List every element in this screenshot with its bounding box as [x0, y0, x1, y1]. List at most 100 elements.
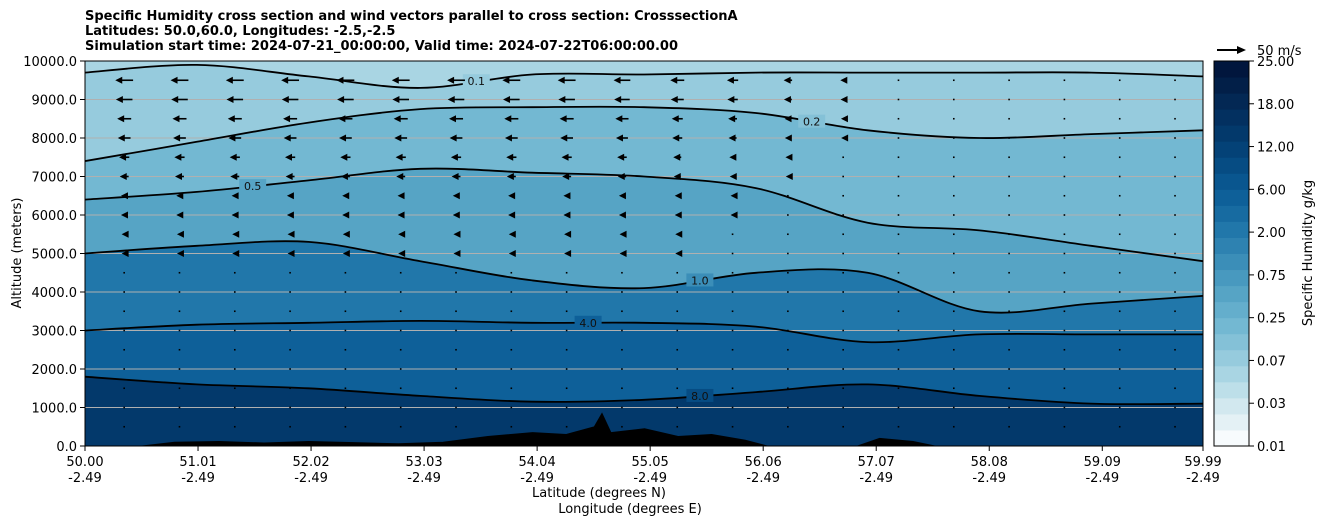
wind-vector: [952, 425, 955, 428]
wind-vector: [233, 406, 236, 409]
wind-vector: [178, 271, 181, 274]
x-tick-label-latitude: 52.02: [292, 455, 329, 470]
wind-vector: [676, 329, 679, 332]
wind-vector: [897, 98, 900, 101]
wind-vector: [563, 192, 571, 200]
wind-vector: [233, 387, 236, 390]
wind-vector: [178, 406, 181, 409]
contour-label-1.0: 1.0: [691, 274, 709, 287]
wind-vector: [1118, 425, 1121, 428]
wind-vector-head: [730, 192, 738, 200]
wind-vector: [615, 134, 628, 142]
wind-vector-dot: [897, 117, 900, 120]
wind-vector-head: [618, 192, 626, 200]
wind-vector-dot: [123, 329, 125, 332]
wind-vector-dot: [731, 425, 734, 428]
wind-vector-dot: [510, 291, 513, 293]
wind-vector: [1174, 194, 1176, 197]
wind-vector-dot: [952, 329, 955, 332]
wind-vector: [233, 425, 236, 428]
wind-vector-dot: [510, 406, 513, 409]
wind-vector-dot: [897, 156, 900, 159]
wind-vector-dot: [842, 175, 844, 178]
wind-vector: [731, 252, 734, 255]
wind-vector: [675, 250, 683, 257]
wind-vector-dot: [676, 329, 679, 332]
wind-vector-dot: [787, 194, 789, 197]
contour-label-bg: [239, 179, 267, 193]
wind-vector: [731, 271, 734, 274]
wind-vector: [232, 230, 240, 238]
colorbar-tick-label: 25.00: [1257, 55, 1294, 70]
wind-vector-dot: [842, 348, 844, 351]
wind-vector: [176, 192, 184, 200]
wind-vector: [287, 230, 295, 238]
wind-vector-dot: [1063, 233, 1066, 236]
wind-vector-head: [730, 211, 738, 219]
wind-vector-dot: [1118, 137, 1121, 139]
wind-vector-dot: [1174, 117, 1176, 120]
wind-vector: [673, 153, 682, 161]
wind-vector-dot: [1118, 368, 1121, 370]
wind-vector: [726, 76, 739, 84]
wind-vector-head: [117, 115, 125, 123]
wind-vector-dot: [897, 98, 900, 101]
wind-vector-dot: [676, 291, 679, 293]
colorbar-segment: [1214, 349, 1249, 367]
wind-vector-dot: [1174, 271, 1176, 274]
wind-vector-head: [729, 153, 737, 161]
wind-vector: [123, 271, 125, 274]
wind-vector: [952, 98, 955, 101]
wind-vector: [1174, 233, 1176, 236]
wind-vector-dot: [676, 425, 679, 428]
wind-vector: [842, 271, 844, 274]
wind-vector: [787, 387, 789, 390]
wind-vector: [344, 406, 347, 409]
wind-vector: [952, 117, 955, 120]
wind-vector: [120, 192, 128, 200]
wind-vector: [897, 233, 900, 236]
colorbar-segment: [1214, 61, 1249, 78]
wind-vector: [676, 348, 679, 351]
wind-vector-head: [283, 134, 291, 142]
humidity-contour-lines: 0.1 0.2 0.5 1.0 4.0 8.0: [85, 63, 1203, 406]
colorbar-segment: [1214, 253, 1249, 271]
wind-vector-dot: [510, 348, 513, 351]
wind-vector: [1118, 233, 1121, 236]
wind-vector-head: [558, 96, 566, 103]
wind-vector: [842, 175, 844, 178]
wind-vector-head: [393, 115, 401, 123]
wind-vector-dot: [621, 368, 623, 370]
wind-vector-dot: [399, 425, 402, 428]
wind-vector-dot: [1008, 137, 1010, 139]
wind-vector: [1008, 291, 1010, 293]
wind-vector-head: [281, 76, 289, 84]
wind-vector-head: [672, 134, 680, 142]
wind-vector: [453, 250, 461, 257]
wind-vector-dot: [1174, 79, 1176, 82]
wind-vector-dot: [565, 425, 568, 428]
wind-vector: [674, 211, 682, 219]
wind-vector-dot: [952, 368, 955, 370]
wind-vector-head: [342, 250, 350, 257]
wind-vector: [178, 291, 181, 293]
wind-vector-head: [336, 76, 344, 84]
wind-vector: [561, 153, 572, 161]
wind-key-arrow-icon: [1237, 46, 1246, 54]
wind-vector-dot: [1118, 194, 1121, 197]
contour-line-4.0: [85, 319, 1203, 344]
wind-vector-head: [119, 153, 127, 161]
wind-vector: [398, 230, 406, 238]
wind-vector: [621, 406, 623, 409]
wind-vector: [283, 115, 298, 123]
wind-vector-head: [286, 192, 294, 200]
wind-vector-head: [562, 173, 570, 180]
x-axis-label-longitude: Longitude (degrees E): [558, 502, 702, 517]
wind-vector-head: [559, 115, 567, 123]
wind-vector: [178, 348, 181, 351]
wind-vector-dot: [123, 368, 125, 370]
wind-vector: [175, 173, 184, 180]
wind-vector-head: [563, 211, 571, 219]
wind-vector-head: [614, 96, 622, 103]
wind-vector-dot: [510, 310, 513, 313]
